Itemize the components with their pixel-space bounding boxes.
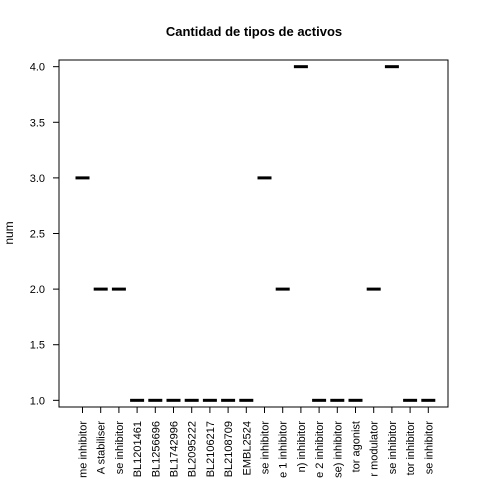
x-tick-label: n) inhibitor <box>296 421 308 473</box>
x-tick-label: BL2106217 <box>205 421 217 477</box>
x-tick-label: A stabiliser <box>96 421 108 475</box>
x-tick-label: se) inhibitor <box>332 421 344 478</box>
x-axis: me inhibitor A stabiliser se inhibitor BL12… <box>78 407 435 478</box>
x-tick-label: BL1742996 <box>169 421 181 477</box>
y-tick-label: 2.0 <box>30 284 45 296</box>
x-tick-label: se inhibitor <box>114 421 126 475</box>
x-tick-label: BL2095222 <box>187 421 199 477</box>
x-tick-label: r modulator <box>369 421 381 477</box>
x-tick-label: tor inhibitor <box>405 421 417 476</box>
y-tick-label: 3.0 <box>30 173 45 185</box>
x-tick-label: e 1 inhibitor <box>278 421 290 478</box>
x-tick-label: BL2108709 <box>223 421 235 477</box>
y-tick-label: 2.5 <box>30 229 45 241</box>
data-marks <box>75 65 436 402</box>
y-tick-label: 1.5 <box>30 340 45 352</box>
x-tick-label: me inhibitor <box>78 421 90 478</box>
plot-frame <box>58 59 449 408</box>
x-tick-label: e 2 inhibitor <box>314 421 326 478</box>
x-tick-label: se inhibitor <box>260 421 272 475</box>
y-axis: 1.0 1.5 2.0 2.5 3.0 3.5 4.0 <box>30 62 59 407</box>
y-tick-label: 4.0 <box>30 62 45 74</box>
x-tick-label: BL1201461 <box>132 421 144 477</box>
y-tick-label: 1.0 <box>30 395 45 407</box>
x-tick-label: se inhibitor <box>423 421 435 475</box>
y-axis-label: num <box>2 221 16 244</box>
x-tick-label: EMBL2524 <box>241 421 253 475</box>
chart-title: Cantidad de tipos de activos <box>166 24 342 39</box>
y-tick-label: 3.5 <box>30 117 45 129</box>
x-tick-label: BL1256696 <box>150 421 162 477</box>
x-tick-label: se inhibitor <box>387 421 399 475</box>
x-tick-label: tor agonist <box>351 421 363 472</box>
